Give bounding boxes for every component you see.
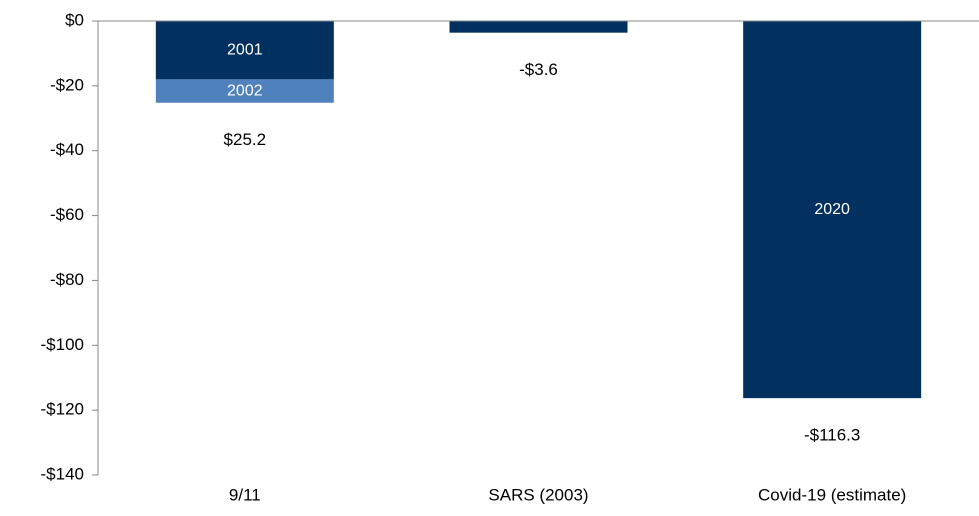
y-tick-label: -$100 <box>41 335 84 354</box>
total-label: $25.2 <box>224 130 267 149</box>
y-tick-label: $0 <box>65 10 84 29</box>
y-tick-label: -$80 <box>50 270 84 289</box>
bar-segment <box>449 21 628 33</box>
y-tick-label: -$60 <box>50 205 84 224</box>
bar-segment <box>743 21 922 399</box>
x-tick-label: Covid-19 (estimate) <box>758 485 906 504</box>
y-tick-label: -$140 <box>41 464 84 483</box>
segment-label: 2020 <box>814 201 850 218</box>
y-tick-label: -$40 <box>50 140 84 159</box>
y-tick-label: -$120 <box>41 400 84 419</box>
segment-label: 2002 <box>227 82 263 99</box>
total-label: -$116.3 <box>804 426 860 445</box>
y-tick-label: -$20 <box>50 75 84 94</box>
x-tick-label: 9/11 <box>229 485 261 504</box>
x-tick-label: SARS (2003) <box>488 485 588 504</box>
bar-segment <box>155 21 334 80</box>
segment-label: 2001 <box>227 41 263 58</box>
bar-segment <box>155 79 334 103</box>
total-label: -$3.6 <box>519 60 558 79</box>
